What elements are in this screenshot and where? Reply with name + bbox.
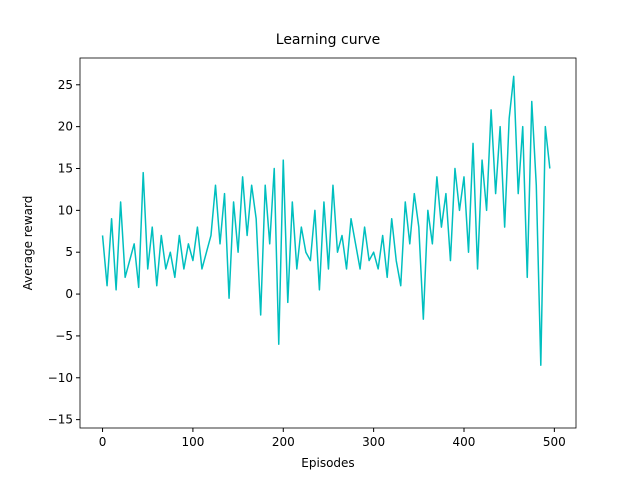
y-tick-label: 5 (65, 245, 73, 259)
plot-frame (79, 57, 577, 429)
y-axis-label: Average reward (21, 196, 35, 291)
x-tick-label: 100 (181, 435, 204, 449)
x-tick-label: 200 (272, 435, 295, 449)
chart-title: Learning curve (276, 32, 380, 48)
y-tick-label: −10 (48, 371, 73, 385)
y-tick-label: 25 (58, 78, 73, 92)
data-line (101, 75, 551, 366)
y-tick-label: 0 (65, 287, 73, 301)
y-tick-label: −5 (55, 329, 73, 343)
y-tick-label: −15 (48, 413, 73, 427)
x-axis-label: Episodes (301, 456, 354, 470)
y-tick-label: 10 (58, 203, 73, 217)
x-tick-label: 400 (453, 435, 476, 449)
x-tick-label: 300 (362, 435, 385, 449)
y-tick-label: 20 (58, 120, 73, 134)
y-tick-label: 15 (58, 161, 73, 175)
x-tick-label: 0 (99, 435, 107, 449)
x-tick-label: 500 (543, 435, 566, 449)
